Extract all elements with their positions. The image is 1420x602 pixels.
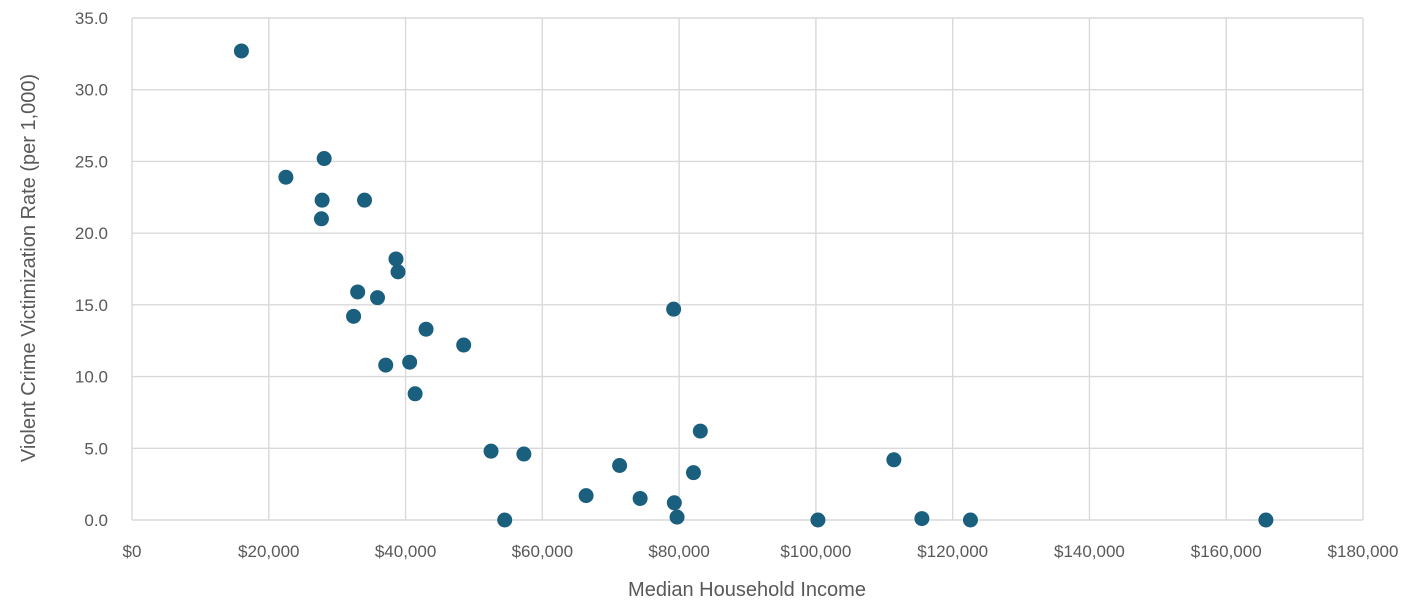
data-point — [350, 284, 366, 300]
y-tick-label: 35.0 — [75, 9, 108, 28]
data-points — [233, 43, 1274, 528]
x-tick-label: $0 — [123, 542, 142, 561]
data-point — [233, 43, 249, 59]
x-tick-label: $120,000 — [917, 542, 988, 561]
data-point — [378, 357, 394, 373]
data-point — [407, 386, 423, 402]
data-point — [390, 264, 406, 280]
data-point — [357, 192, 373, 208]
data-point — [914, 511, 930, 527]
data-point — [314, 192, 330, 208]
data-point — [497, 512, 513, 528]
y-tick-label: 0.0 — [84, 511, 108, 530]
data-point — [666, 495, 682, 511]
data-point — [669, 509, 685, 525]
data-point — [483, 443, 499, 459]
y-tick-label: 20.0 — [75, 224, 108, 243]
x-tick-label: $140,000 — [1054, 542, 1125, 561]
y-tick-label: 30.0 — [75, 81, 108, 100]
data-point — [810, 512, 826, 528]
grid-layer — [131, 17, 1364, 521]
data-point — [578, 488, 594, 504]
data-point — [313, 211, 329, 227]
data-point — [388, 251, 404, 267]
data-point — [692, 423, 708, 439]
y-tick-label: 25.0 — [75, 152, 108, 171]
data-point — [666, 301, 682, 317]
y-tick-label: 15.0 — [75, 296, 108, 315]
x-axis-tick-labels: $0 $20,000 $40,000 $60,000 $80,000 $100,000 $1… — [123, 542, 1399, 561]
y-axis-tick-labels: 0.0 5.0 10.0 15.0 20.0 25.0 30.0 35.0 — [75, 9, 108, 530]
y-axis-title: Violent Crime Victimization Rate (per 1,… — [18, 74, 40, 462]
data-point — [278, 169, 294, 185]
x-tick-label: $80,000 — [648, 542, 709, 561]
x-tick-label: $180,000 — [1328, 542, 1399, 561]
data-point — [418, 321, 434, 337]
y-tick-label: 10.0 — [75, 368, 108, 387]
data-point — [685, 465, 701, 481]
data-point — [612, 457, 628, 473]
x-tick-label: $20,000 — [238, 542, 299, 561]
data-point — [370, 290, 386, 306]
x-tick-label: $60,000 — [512, 542, 573, 561]
y-tick-label: 5.0 — [84, 439, 108, 458]
x-tick-label: $40,000 — [375, 542, 436, 561]
data-point — [886, 452, 902, 468]
data-point — [1258, 512, 1274, 528]
data-point — [456, 337, 472, 353]
data-point — [346, 308, 362, 324]
data-point — [962, 512, 978, 528]
data-point — [402, 354, 418, 370]
data-point — [632, 490, 648, 506]
data-point — [316, 151, 332, 167]
x-tick-label: $100,000 — [780, 542, 851, 561]
x-axis-title: Median Household Income — [628, 579, 866, 601]
x-tick-label: $160,000 — [1191, 542, 1262, 561]
data-point — [516, 446, 532, 462]
